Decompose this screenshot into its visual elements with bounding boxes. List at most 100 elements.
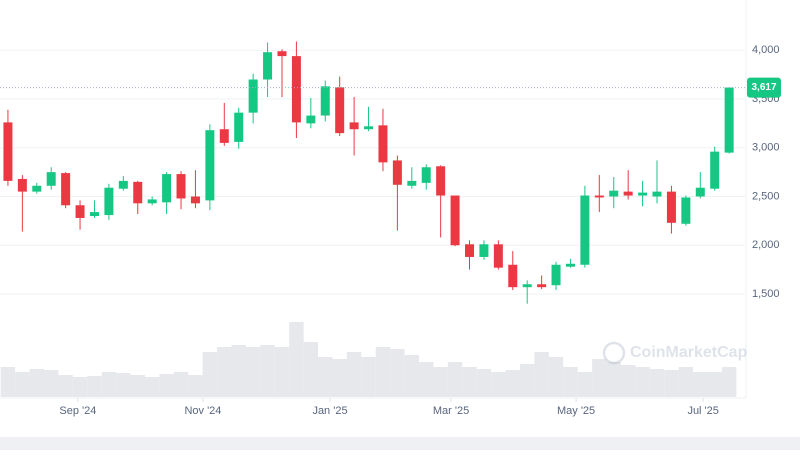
volume-bar: [519, 364, 535, 397]
candle-body: [479, 244, 489, 257]
candle-body: [219, 129, 229, 143]
watermark-text: CoinMarketCap: [630, 344, 748, 361]
volume-bar: [447, 362, 463, 397]
candle-body: [493, 244, 503, 268]
y-tick-label: 1,500: [752, 288, 780, 300]
x-tick-label: Jul '25: [687, 405, 718, 417]
candle-body: [710, 151, 720, 189]
candle-body: [104, 187, 114, 216]
volume-bar: [289, 322, 304, 397]
candle-body: [681, 197, 691, 224]
candle-body: [508, 264, 518, 288]
candle-body: [522, 284, 532, 288]
candle-body: [638, 192, 648, 196]
y-tick-label: 3,000: [752, 142, 780, 154]
volume-bar: [649, 369, 665, 397]
volume-bar: [72, 377, 88, 397]
candle-body: [190, 196, 200, 204]
candle-body: [277, 51, 287, 57]
volume-bar: [375, 347, 391, 397]
candle-body: [89, 212, 99, 216]
volume-bar: [635, 367, 650, 397]
volume-bar: [173, 372, 189, 397]
candle-body: [450, 195, 460, 246]
candle-body: [421, 167, 431, 183]
candle-body: [551, 264, 561, 286]
volume-bar: [505, 370, 520, 397]
volume-bar: [419, 362, 434, 397]
volume-bar: [130, 375, 145, 397]
x-tick-label: Mar '25: [433, 405, 469, 417]
candle-body: [162, 174, 172, 203]
candle-body: [565, 263, 575, 267]
candle-body: [349, 122, 359, 130]
candle-body: [3, 122, 13, 181]
volume-bar: [577, 372, 593, 397]
volume-bar: [433, 367, 448, 397]
candle-body: [392, 160, 402, 185]
x-tick-label: May '25: [557, 405, 595, 417]
candle-body: [378, 125, 388, 163]
volume-bar: [693, 372, 708, 397]
volume-bar: [159, 374, 174, 397]
candle-body: [32, 185, 42, 192]
candle-body: [291, 56, 301, 123]
candle-body: [623, 191, 633, 196]
volume-bar: [101, 372, 117, 397]
candle-body: [724, 87, 734, 153]
volume-bar: [678, 367, 694, 397]
volume-bar: [390, 349, 405, 397]
y-tick-label: 4,000: [752, 44, 780, 56]
volume-bar: [707, 372, 722, 397]
volume-bar: [664, 370, 679, 397]
volume-bar: [476, 369, 492, 397]
candle-body: [580, 195, 590, 265]
candle-body: [364, 126, 374, 130]
volume-bar: [592, 359, 607, 397]
candle-body: [594, 195, 604, 198]
volume-bar: [202, 352, 218, 397]
candle-body: [133, 181, 143, 204]
volume-bar: [0, 367, 16, 397]
candle-body: [263, 52, 273, 80]
candle-body: [666, 191, 676, 223]
volume-bar: [260, 345, 275, 397]
candle-body: [537, 284, 547, 288]
volume-bar: [274, 347, 290, 397]
watermark: CoinMarketCap: [602, 341, 748, 365]
candle-body: [248, 79, 258, 113]
candle-body: [61, 173, 71, 206]
volume-bar: [245, 347, 261, 397]
last-price-label: 3,617: [751, 82, 776, 93]
y-tick-label: 2,000: [752, 239, 780, 251]
volume-bar: [43, 370, 59, 397]
candle-body: [46, 172, 56, 186]
volume-bar: [318, 357, 333, 397]
volume-bar: [606, 362, 621, 397]
volume-bar: [491, 372, 506, 397]
candle-body: [118, 180, 128, 189]
volume-bar: [188, 375, 203, 397]
volume-bar: [15, 372, 30, 397]
volume-bar: [620, 365, 636, 397]
volume-bar: [231, 345, 246, 397]
candle-body: [320, 86, 330, 116]
candle-body: [335, 87, 345, 134]
candle-body: [176, 174, 186, 199]
candle-body: [147, 199, 157, 204]
candle-body: [465, 244, 475, 257]
volume-bar: [346, 352, 362, 397]
candle-body: [695, 187, 705, 197]
last-price-box: [747, 77, 781, 98]
candle-body: [407, 180, 417, 186]
y-tick-label: 2,500: [752, 190, 780, 202]
footer-strip: [0, 437, 800, 450]
candle-body: [75, 205, 85, 218]
candle-body: [205, 130, 215, 201]
volume-bar: [29, 369, 44, 397]
x-tick-label: Sep '24: [59, 405, 96, 417]
volume-bar: [404, 355, 420, 397]
volume-bar: [332, 359, 347, 397]
volume-bar: [563, 367, 578, 397]
